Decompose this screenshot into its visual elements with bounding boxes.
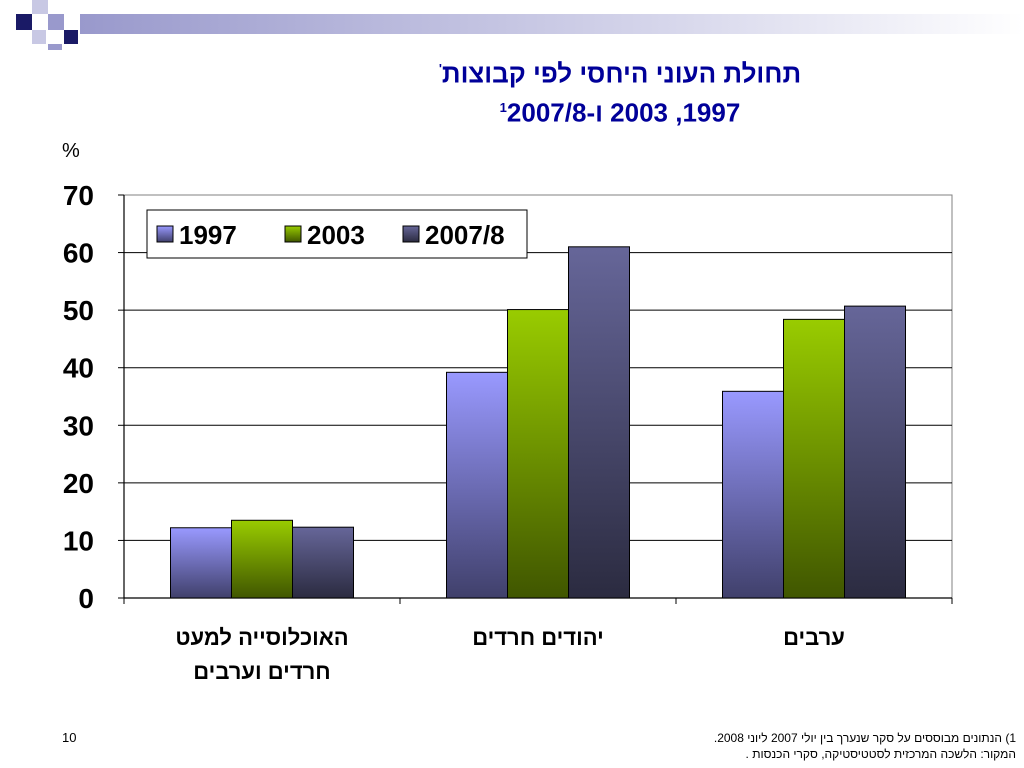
bar-2007-8-cat0 — [292, 526, 354, 599]
title-line-1-text: תחולת העוני היחסי לפי קבוצות — [441, 58, 802, 89]
legend-label: 2003 — [307, 220, 365, 250]
legend-swatch-2007-8 — [402, 225, 420, 243]
decoration-square — [64, 30, 78, 44]
decoration-square — [16, 14, 32, 30]
decoration-square — [48, 44, 62, 50]
title-line-2-text: 1997, 2003 ו-2007/8 — [506, 97, 741, 128]
title-line-1-mark: ' — [438, 61, 442, 76]
x-tick-label: האוכלוסייה למעט — [175, 625, 348, 650]
bar-1997-cat2 — [722, 390, 784, 599]
legend-swatch-1997 — [156, 225, 174, 243]
bar-2003-cat1 — [507, 309, 569, 599]
bar-2007-8-cat2 — [844, 305, 906, 599]
legend-label: 2007/8 — [425, 220, 505, 250]
title-line-1: תחולת העוני היחסי לפי קבוצות' — [300, 52, 940, 91]
decoration-bar — [80, 14, 1024, 34]
title-footnote-marker: 1 — [499, 99, 507, 115]
decoration-square — [32, 30, 46, 44]
x-tick-label: חרדים וערבים — [193, 659, 330, 684]
bar-2003-cat0 — [231, 519, 293, 599]
corner-decoration — [16, 0, 1024, 50]
y-tick-label: 50 — [63, 295, 94, 326]
x-tick-label: ערבים — [783, 625, 845, 650]
y-tick-label: 30 — [63, 410, 94, 441]
legend-label: 1997 — [179, 220, 237, 250]
y-tick-label: 10 — [63, 525, 94, 556]
footnote-source: המקור: הלשכה המרכזית לסטטיסטיקה, סקרי הכ… — [745, 747, 1016, 761]
slide-title: תחולת העוני היחסי לפי קבוצות' 11997, 200… — [300, 52, 940, 129]
bar-1997-cat0 — [170, 527, 232, 599]
bar-2003-cat2 — [783, 318, 845, 599]
page-number: 10 — [62, 730, 77, 745]
decoration-square — [48, 14, 64, 30]
footnotes: 1) הנתונים מבוססים על סקר שנערך בין יולי… — [380, 730, 1016, 762]
title-line-2: 11997, 2003 ו-2007/8 — [300, 91, 940, 130]
bar-2007-8-cat1 — [568, 246, 630, 599]
footnote-1: 1) הנתונים מבוססים על סקר שנערך בין יולי… — [713, 731, 1016, 745]
x-tick-label: יהודים חרדים — [472, 625, 604, 650]
y-tick-label: 40 — [63, 353, 94, 384]
y-tick-label: 20 — [63, 468, 94, 499]
y-axis-unit: % — [62, 140, 80, 162]
y-tick-label: 0 — [78, 583, 94, 614]
bar-1997-cat1 — [446, 371, 508, 599]
legend-box — [146, 209, 528, 259]
decoration-square — [32, 0, 48, 14]
y-tick-label: 70 — [63, 180, 94, 211]
legend-swatch-2003 — [284, 225, 302, 243]
y-tick-label: 60 — [63, 238, 94, 269]
